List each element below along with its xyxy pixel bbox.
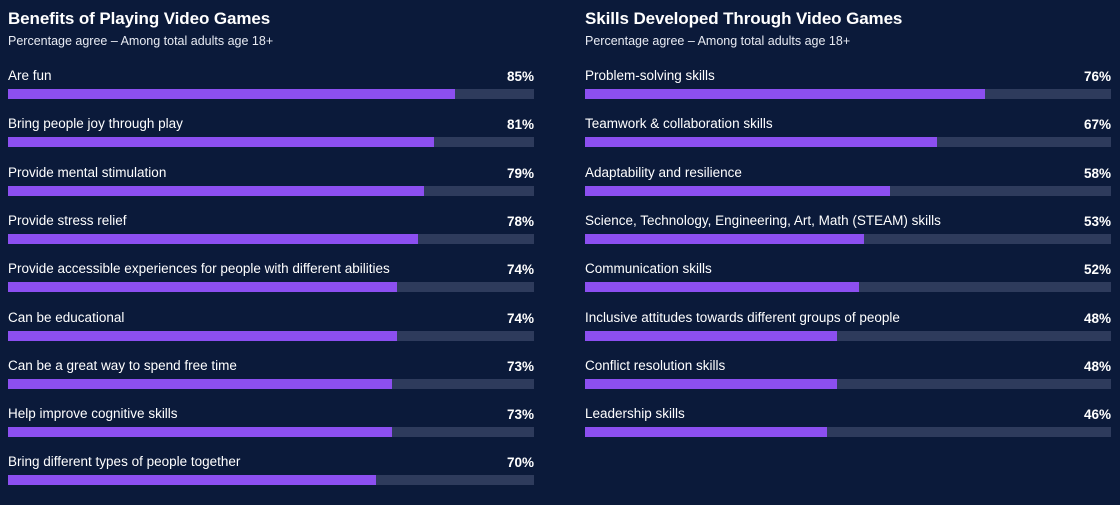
bar-row: Are fun 85%: [8, 68, 534, 108]
bar-row: Provide mental stimulation 79%: [8, 165, 534, 205]
bar-value-label: 46%: [1083, 407, 1111, 423]
bar: [585, 330, 838, 341]
bar-category-label: Bring different types of people together: [8, 454, 241, 470]
bar-value-label: 70%: [506, 455, 534, 471]
bar-value-label: 78%: [506, 213, 534, 229]
bar: [8, 233, 419, 244]
bar-row: Teamwork & collaboration skills 67%: [585, 116, 1111, 156]
bar-row: Can be educational 74%: [8, 310, 534, 350]
bar-value-label: 53%: [1083, 213, 1111, 229]
bar: [8, 330, 398, 341]
bar-track: [585, 330, 1111, 341]
bar: [8, 475, 377, 486]
bar-value-label: 48%: [1083, 310, 1111, 326]
bar: [585, 282, 859, 293]
bar: [8, 185, 424, 196]
bar: [585, 233, 864, 244]
bar-track: [8, 137, 534, 148]
bar-category-label: Are fun: [8, 68, 52, 83]
bar: [8, 427, 392, 438]
bar-category-label: Teamwork & collaboration skills: [585, 116, 773, 132]
bar-category-label: Can be educational: [8, 309, 125, 325]
bar-value-label: 52%: [1083, 262, 1111, 278]
bar-category-label: Bring people joy through play: [8, 116, 183, 132]
chart-title: Benefits of Playing Video Games: [8, 9, 271, 28]
bar-track: [8, 233, 534, 244]
bar-row: Leadership skills 46%: [585, 406, 1111, 446]
bar-category-label: Science, Technology, Engineering, Art, M…: [585, 212, 941, 228]
bar-value-label: 81%: [506, 117, 534, 133]
bar-category-label: Help improve cognitive skills: [8, 406, 178, 422]
chart-subtitle: Percentage agree – Among total adults ag…: [8, 34, 274, 48]
bar-row: Communication skills 52%: [585, 261, 1111, 301]
bar: [585, 185, 891, 196]
bar-row: Conflict resolution skills 48%: [585, 358, 1111, 398]
bar-category-label: Provide accessible experiences for peopl…: [8, 261, 390, 277]
bar-track: [8, 89, 534, 99]
bar-track: [585, 378, 1111, 389]
chart-title: Skills Developed Through Video Games: [585, 9, 903, 28]
bar-row: Adaptability and resilience 58%: [585, 165, 1111, 205]
bar: [8, 378, 392, 389]
bar: [585, 378, 838, 389]
bar-track: [585, 185, 1111, 196]
bar-value-label: 74%: [506, 262, 534, 278]
bar-category-label: Inclusive attitudes towards different gr…: [585, 309, 900, 325]
bar-category-label: Conflict resolution skills: [585, 357, 726, 373]
bar-track: [585, 89, 1111, 99]
bar-track: [8, 330, 534, 341]
bar-category-label: Adaptability and resilience: [585, 164, 742, 180]
bar-row: Help improve cognitive skills 73%: [8, 406, 534, 446]
bar-category-label: Provide mental stimulation: [8, 164, 167, 180]
bar-value-label: 76%: [1083, 69, 1111, 84]
bar-category-label: Leadership skills: [585, 406, 685, 422]
bar-value-label: 48%: [1083, 358, 1111, 374]
bar-value-label: 85%: [506, 69, 534, 84]
bar-row: Inclusive attitudes towards different gr…: [585, 310, 1111, 350]
bar-track: [8, 475, 534, 486]
bar-category-label: Can be a great way to spend free time: [8, 357, 237, 373]
bar-row: Provide accessible experiences for peopl…: [8, 261, 534, 301]
bar-track: [8, 282, 534, 293]
bar-value-label: 73%: [506, 407, 534, 423]
bar: [585, 427, 827, 438]
bar-row: Bring people joy through play 81%: [8, 116, 534, 156]
bar-value-label: 73%: [506, 358, 534, 374]
bar-value-label: 79%: [506, 165, 534, 181]
bar-row: Science, Technology, Engineering, Art, M…: [585, 213, 1111, 253]
bar: [8, 89, 456, 99]
bar: [8, 137, 435, 148]
bar: [585, 137, 938, 148]
bar-track: [585, 282, 1111, 293]
bar-value-label: 67%: [1083, 117, 1111, 133]
bar-track: [585, 427, 1111, 438]
bar-value-label: 58%: [1083, 165, 1111, 181]
bar-track: [8, 427, 534, 438]
bar-category-label: Problem-solving skills: [585, 68, 715, 83]
bar-value-label: 74%: [506, 310, 534, 326]
bar-category-label: Provide stress relief: [8, 212, 127, 228]
bar: [585, 89, 985, 99]
bar-row: Bring different types of people together…: [8, 454, 534, 494]
bar-category-label: Communication skills: [585, 261, 712, 277]
bar-track: [585, 233, 1111, 244]
bar-track: [585, 137, 1111, 148]
chart-subtitle: Percentage agree – Among total adults ag…: [585, 34, 851, 48]
bar-track: [8, 185, 534, 196]
bar: [8, 282, 398, 293]
bar-row: Problem-solving skills 76%: [585, 68, 1111, 108]
bar-row: Can be a great way to spend free time 73%: [8, 358, 534, 398]
bar-row: Provide stress relief 78%: [8, 213, 534, 253]
bar-track: [8, 378, 534, 389]
